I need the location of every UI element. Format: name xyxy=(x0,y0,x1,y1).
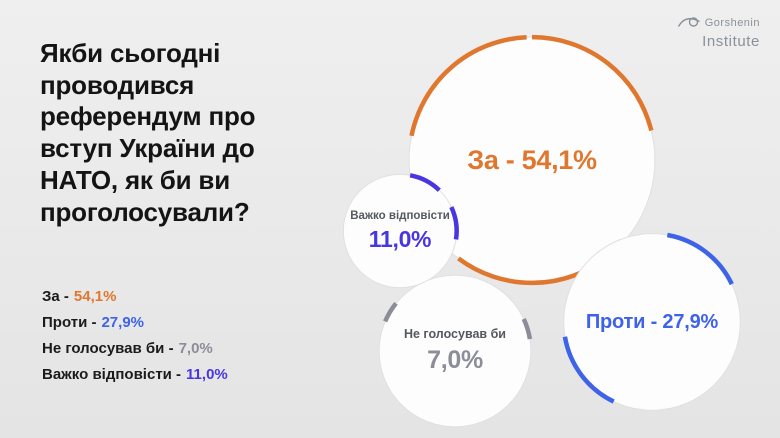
legend-label: Не голосував би - xyxy=(42,340,174,357)
legend-row-ne: Не голосував би -7,0% xyxy=(42,340,228,357)
legend-value: 11,0% xyxy=(186,366,228,383)
bubble-za-ring xyxy=(404,32,660,288)
logo-line1: Gorshenin xyxy=(704,17,760,29)
bubble-ne-ring xyxy=(376,272,534,430)
legend-row-proty: Проти -27,9% xyxy=(42,314,228,331)
legend-label: Важко відповісти - xyxy=(42,366,182,383)
bubble-vazhko-value: 11,0% xyxy=(368,225,432,252)
bubble-ne-holosuvav: Не голосував би 7,0% xyxy=(376,272,534,430)
legend-value: 7,0% xyxy=(178,340,213,357)
bubble-vazhko-ring xyxy=(341,172,459,290)
gorshenin-logo: Gorshenin Institute xyxy=(677,14,760,50)
bubble-za: За - 54,1% xyxy=(404,32,660,288)
bubble-za-label: За - 54,1% xyxy=(467,144,597,175)
legend-label: За - xyxy=(42,288,69,305)
logo-line2: Institute xyxy=(702,33,760,50)
bubble-proty: Проти - 27,9% xyxy=(560,230,744,414)
question-headline: Якби сьогодні проводився референдум про … xyxy=(40,38,256,227)
legend-value: 27,9% xyxy=(101,314,145,331)
bubble-proty-label: Проти - 27,9% xyxy=(585,310,719,333)
legend: За -54,1% Проти -27,9% Не голосував би -… xyxy=(42,288,228,392)
bubble-vazhko: Важко відповісти 11,0% xyxy=(341,172,459,290)
legend-label: Проти - xyxy=(42,314,97,331)
bubble-vazhko-title: Важко відповісти xyxy=(350,210,450,223)
legend-value: 54,1% xyxy=(73,288,117,305)
bubble-proty-ring xyxy=(560,230,744,414)
bubble-ne-value: 7,0% xyxy=(427,345,483,374)
legend-row-vazhko: Важко відповісти -11,0% xyxy=(42,366,228,383)
bubble-ne-title: Не голосував би xyxy=(403,327,506,342)
legend-row-za: За -54,1% xyxy=(42,288,228,305)
gorshenin-eye-icon xyxy=(677,14,701,32)
